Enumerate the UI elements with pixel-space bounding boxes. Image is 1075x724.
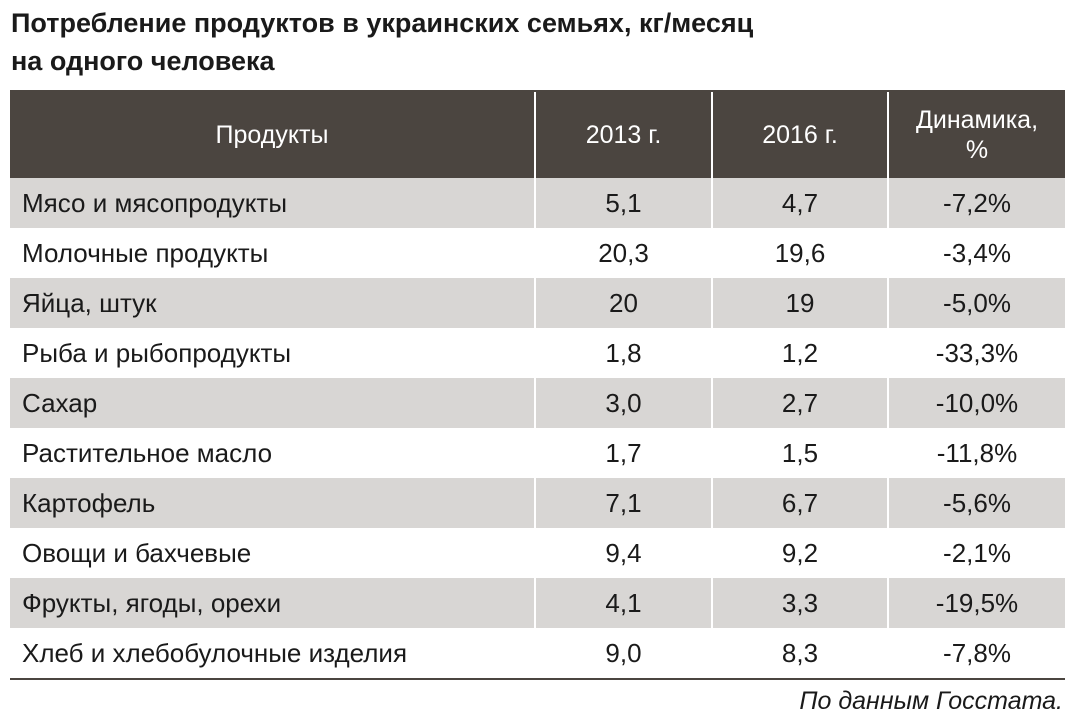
cell-2016: 19 [711,278,888,328]
cell-product: Сахар [10,378,535,428]
cell-change: -11,8% [887,428,1065,478]
table-row: Молочные продукты 20,3 19,6 -3,4% [10,228,1065,278]
cell-change: -19,5% [887,578,1065,628]
column-header-2016: 2016 г. [711,92,888,178]
cell-product: Рыба и рыбопродукты [10,328,535,378]
cell-change: -3,4% [887,228,1065,278]
cell-product: Хлеб и хлебобулочные изделия [10,628,535,678]
table-row: Картофель 7,1 6,7 -5,6% [10,478,1065,528]
cell-2016: 6,7 [711,478,888,528]
cell-change: -7,8% [887,628,1065,678]
source-note: По данным Госстата. [799,687,1063,715]
column-header-2013: 2013 г. [534,92,712,178]
cell-2013: 4,1 [534,578,712,628]
cell-product: Овощи и бахчевые [10,528,535,578]
table-title: Потребление продуктов в украинских семья… [11,8,754,76]
cell-2013: 9,0 [534,628,712,678]
cell-change: -10,0% [887,378,1065,428]
cell-2013: 1,7 [534,428,712,478]
cell-2016: 19,6 [711,228,888,278]
cell-2013: 20,3 [534,228,712,278]
cell-change: -5,6% [887,478,1065,528]
cell-2013: 7,1 [534,478,712,528]
table-row: Сахар 3,0 2,7 -10,0% [10,378,1065,428]
consumption-table: Продукты 2013 г. 2016 г. Динамика, % Мяс… [10,92,1065,678]
cell-2016: 2,7 [711,378,888,428]
cell-2013: 20 [534,278,712,328]
cell-2016: 3,3 [711,578,888,628]
cell-change: -5,0% [887,278,1065,328]
table-row: Рыба и рыбопродукты 1,8 1,2 -33,3% [10,328,1065,378]
table-row: Яйца, штук 20 19 -5,0% [10,278,1065,328]
table-row: Фрукты, ягоды, орехи 4,1 3,3 -19,5% [10,578,1065,628]
column-header-change: Динамика, % [887,92,1065,178]
cell-2016: 9,2 [711,528,888,578]
table-row: Хлеб и хлебобулочные изделия 9,0 8,3 -7,8% [10,628,1065,678]
cell-change: -2,1% [887,528,1065,578]
cell-product: Мясо и мясопродукты [10,178,535,228]
cell-product: Картофель [10,478,535,528]
cell-change: -33,3% [887,328,1065,378]
cell-product: Фрукты, ягоды, орехи [10,578,535,628]
cell-2013: 5,1 [534,178,712,228]
cell-2016: 8,3 [711,628,888,678]
table-body: Мясо и мясопродукты 5,1 4,7 -7,2% Молочные п… [10,178,1065,678]
column-header-products: Продукты [10,92,535,178]
cell-product: Молочные продукты [10,228,535,278]
data-table-container: Продукты 2013 г. 2016 г. Динамика, % Мяс… [10,90,1065,680]
table-row: Растительное масло 1,7 1,5 -11,8% [10,428,1065,478]
cell-2013: 3,0 [534,378,712,428]
cell-product: Яйца, штук [10,278,535,328]
header-row: Продукты 2013 г. 2016 г. Динамика, % [10,92,1065,178]
cell-change: -7,2% [887,178,1065,228]
cell-2016: 1,2 [711,328,888,378]
cell-2016: 1,5 [711,428,888,478]
cell-2013: 1,8 [534,328,712,378]
table-row: Мясо и мясопродукты 5,1 4,7 -7,2% [10,178,1065,228]
table-header: Продукты 2013 г. 2016 г. Динамика, % [10,92,1065,178]
cell-2013: 9,4 [534,528,712,578]
cell-2016: 4,7 [711,178,888,228]
cell-product: Растительное масло [10,428,535,478]
table-row: Овощи и бахчевые 9,4 9,2 -2,1% [10,528,1065,578]
